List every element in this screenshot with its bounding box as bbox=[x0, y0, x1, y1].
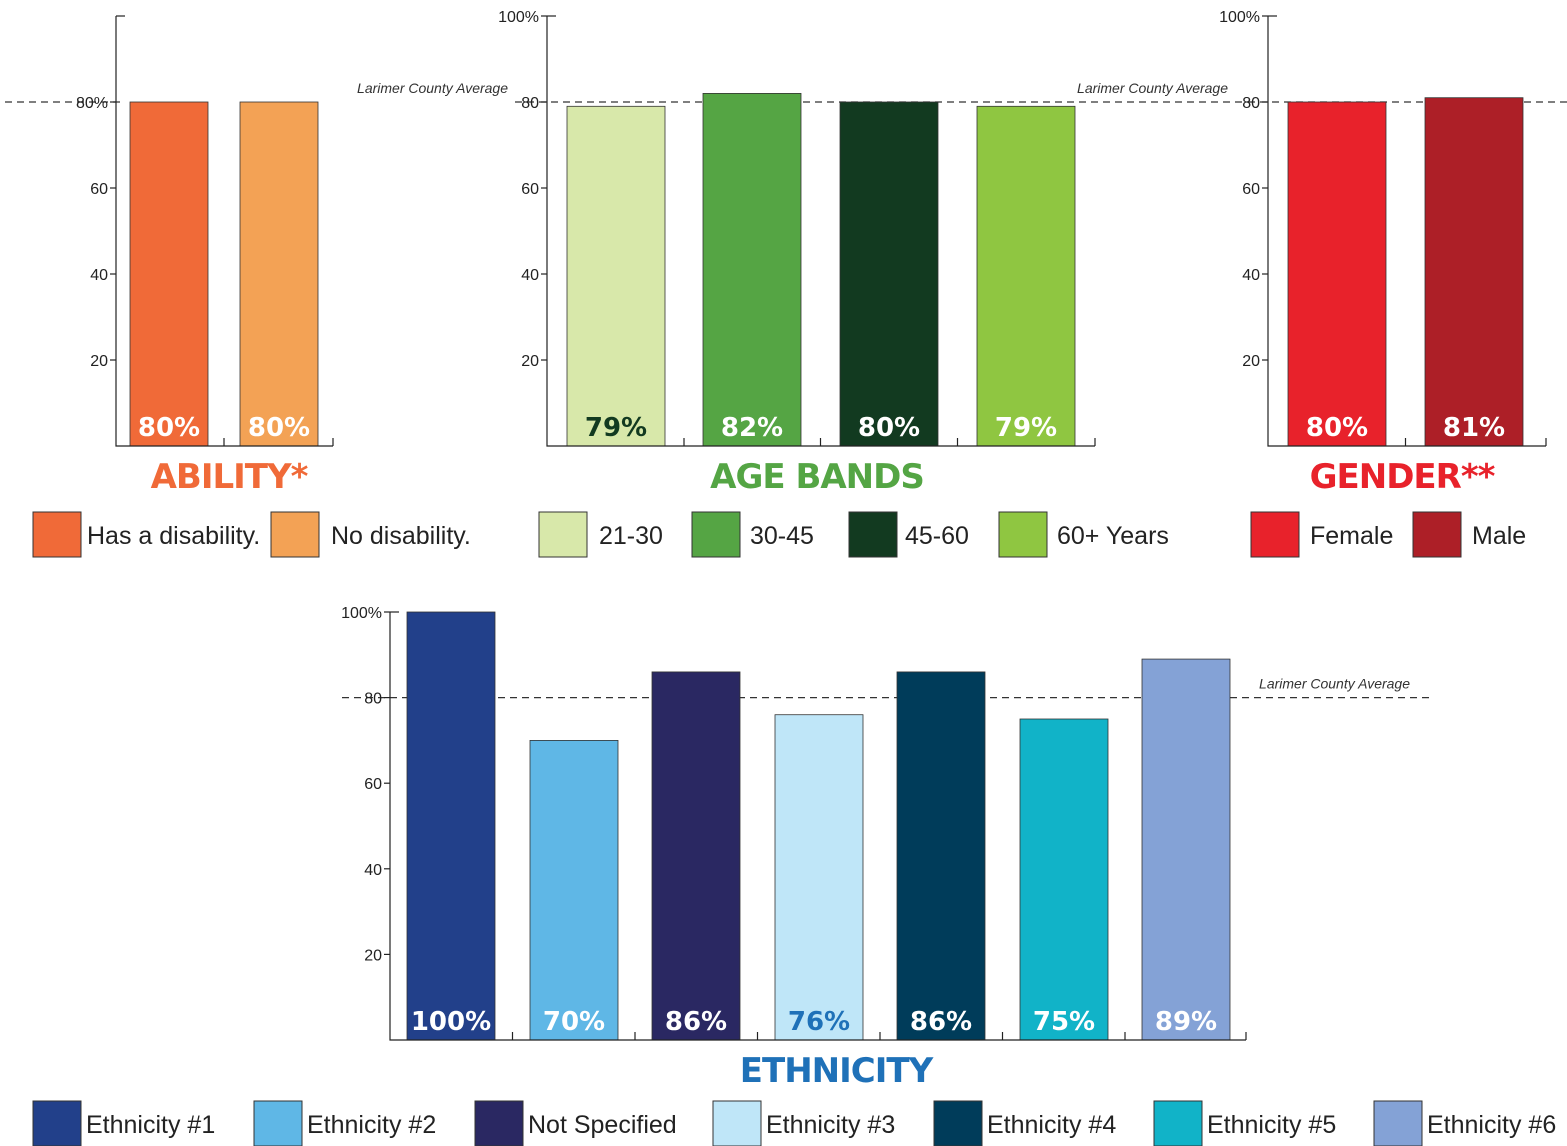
ethnicity-legend-swatch bbox=[933, 1100, 983, 1146]
ethnicity-legend-label: Ethnicity #2 bbox=[307, 1111, 436, 1139]
ethnicity-title: ETHNICITY bbox=[740, 1051, 934, 1091]
gender-axis bbox=[1267, 16, 1546, 447]
age-title: AGE BANDS bbox=[710, 457, 924, 497]
gender-y-tick-label: 80 bbox=[1242, 95, 1260, 112]
age-y-tick-label: 40 bbox=[521, 267, 539, 284]
ability-legend: Has a disability. No disability. bbox=[32, 511, 471, 558]
ethnicity-average-label: Larimer County Average bbox=[1259, 676, 1410, 692]
gender-bar bbox=[1424, 97, 1524, 447]
age-legend-label: 45-60 bbox=[905, 522, 969, 550]
ethnicity-legend-swatch bbox=[253, 1100, 303, 1146]
gender-y-tick-label: 20 bbox=[1242, 353, 1260, 370]
age-bar bbox=[839, 101, 939, 447]
ethnicity-bar bbox=[406, 611, 496, 1041]
ethnicity-legend-label: Not Specified bbox=[528, 1111, 677, 1139]
ethnicity-bar bbox=[651, 671, 741, 1041]
ability-title: ABILITY* bbox=[151, 457, 309, 497]
gender-legend-swatch bbox=[1250, 511, 1300, 558]
age-legend: 21-30 30-45 45-60 60+ Years bbox=[538, 511, 1169, 558]
ability-average-label: Larimer County Average bbox=[357, 80, 508, 96]
ability-legend-swatch bbox=[32, 511, 82, 558]
ethnicity-y-tick-label: 60 bbox=[364, 776, 382, 793]
ability-chart: 80% 80% 20 40 60 80% Larimer County Average ABI… bbox=[5, 15, 508, 558]
age-y-tick-label: 100% bbox=[498, 9, 539, 26]
age-legend-swatch bbox=[998, 511, 1048, 558]
ability-legend-label: Has a disability. bbox=[87, 522, 260, 550]
ethnicity-bar-label: 86% bbox=[665, 1007, 727, 1037]
ethnicity-bar bbox=[774, 714, 864, 1041]
ability-bar-label: 80% bbox=[248, 413, 310, 443]
age-bar bbox=[566, 105, 666, 447]
ethnicity-legend-label: Ethnicity #6 bbox=[1427, 1111, 1556, 1139]
ethnicity-y-tick-label: 40 bbox=[364, 862, 382, 879]
ethnicity-bar-label: 100% bbox=[411, 1007, 491, 1037]
gender-legend-swatch bbox=[1412, 511, 1462, 558]
ethnicity-bar bbox=[1141, 658, 1231, 1041]
age-legend-label: 60+ Years bbox=[1057, 522, 1169, 550]
age-chart: 79% 82% 80% 79% 20 40 60 80 100% Larimer County A… bbox=[498, 9, 1248, 558]
ethnicity-bar-label: 86% bbox=[910, 1007, 972, 1037]
ethnicity-bar bbox=[529, 740, 619, 1041]
ability-y-tick-label: 40 bbox=[90, 267, 108, 284]
ability-legend-swatch bbox=[270, 511, 320, 558]
ability-bar bbox=[129, 101, 209, 447]
ethnicity-legend: Ethnicity #1 Ethnicity #2 Not Specified Eth… bbox=[32, 1100, 1556, 1146]
ability-y-tick-label: 60 bbox=[90, 181, 108, 198]
age-bar-label: 82% bbox=[721, 413, 783, 443]
ability-y-tick-label: 20 bbox=[90, 353, 108, 370]
gender-title: GENDER** bbox=[1310, 457, 1496, 497]
gender-legend-label: Female bbox=[1310, 522, 1393, 550]
ethnicity-bar-label: 76% bbox=[788, 1007, 850, 1037]
gender-legend-label: Male bbox=[1472, 522, 1526, 550]
ability-legend-label: No disability. bbox=[331, 522, 471, 550]
ability-bar bbox=[239, 101, 319, 447]
age-legend-swatch bbox=[691, 511, 741, 558]
ethnicity-bar-label: 89% bbox=[1155, 1007, 1217, 1037]
age-bar-label: 79% bbox=[995, 413, 1057, 443]
ethnicity-legend-swatch bbox=[1373, 1100, 1423, 1146]
gender-legend: Female Male bbox=[1250, 511, 1526, 558]
ethnicity-chart: 100% 70% 86% 76% 86% 75% 89% 20 40 60 80 100% Larime… bbox=[32, 605, 1556, 1146]
gender-y-tick-label: 40 bbox=[1242, 267, 1260, 284]
age-bar bbox=[702, 93, 802, 447]
ethnicity-bar bbox=[1019, 718, 1109, 1041]
ability-bar-label: 80% bbox=[138, 413, 200, 443]
age-y-tick-label: 60 bbox=[521, 181, 539, 198]
ability-axis bbox=[115, 16, 333, 447]
age-bar-label: 79% bbox=[585, 413, 647, 443]
ethnicity-legend-swatch bbox=[1153, 1100, 1203, 1146]
age-y-tick-label: 80 bbox=[521, 95, 539, 112]
ethnicity-legend-label: Ethnicity #3 bbox=[766, 1111, 895, 1139]
ethnicity-bar-label: 70% bbox=[543, 1007, 605, 1037]
ethnicity-bar-label: 75% bbox=[1033, 1007, 1095, 1037]
age-axis bbox=[546, 16, 1095, 447]
age-legend-label: 21-30 bbox=[599, 522, 663, 550]
ethnicity-y-tick-label: 20 bbox=[364, 947, 382, 964]
ethnicity-legend-label: Ethnicity #5 bbox=[1207, 1111, 1336, 1139]
age-y-tick-label: 20 bbox=[521, 353, 539, 370]
ethnicity-legend-label: Ethnicity #1 bbox=[86, 1111, 215, 1139]
ability-y-tick-label: 80% bbox=[76, 95, 108, 112]
gender-y-tick-label: 60 bbox=[1242, 181, 1260, 198]
ethnicity-legend-swatch bbox=[712, 1100, 762, 1146]
ethnicity-legend-label: Ethnicity #4 bbox=[987, 1111, 1116, 1139]
gender-bar-label: 81% bbox=[1443, 413, 1505, 443]
age-legend-swatch bbox=[538, 511, 588, 558]
age-bar bbox=[976, 105, 1076, 447]
ethnicity-axis bbox=[389, 612, 1246, 1041]
age-legend-swatch bbox=[848, 511, 898, 558]
ethnicity-y-tick-label: 80 bbox=[364, 691, 382, 708]
age-legend-label: 30-45 bbox=[750, 522, 814, 550]
gender-bar bbox=[1287, 101, 1387, 447]
age-bar-label: 80% bbox=[858, 413, 920, 443]
ethnicity-legend-swatch bbox=[474, 1100, 524, 1146]
gender-bar-label: 80% bbox=[1306, 413, 1368, 443]
ethnicity-legend-swatch bbox=[32, 1100, 82, 1146]
age-average-label: Larimer County Average bbox=[1077, 80, 1228, 96]
gender-y-tick-label: 100% bbox=[1219, 9, 1260, 26]
ethnicity-bar bbox=[896, 671, 986, 1041]
gender-chart: 80% 81% 20 40 60 80 100% GENDER** Female Male bbox=[1219, 9, 1567, 558]
ethnicity-y-tick-label: 100% bbox=[341, 605, 382, 622]
